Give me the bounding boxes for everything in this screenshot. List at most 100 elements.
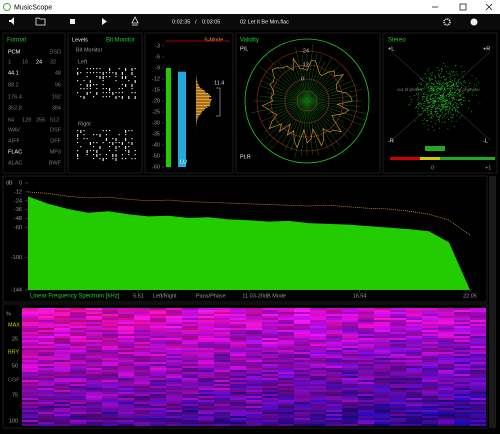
stereo-dot: [441, 87, 443, 89]
bit-monitor-tab[interactable]: Bit Monitor: [106, 38, 135, 44]
spectrogram-cell: [134, 334, 150, 336]
play-button[interactable]: [102, 18, 107, 25]
meter-mode[interactable]: S-Mode: [204, 37, 223, 43]
spectrogram-cell: [150, 330, 166, 332]
spectrogram-cell: [310, 352, 326, 354]
maximize-button[interactable]: [459, 3, 467, 11]
stereo-dot: [438, 80, 439, 82]
spectrogram-cell: [70, 314, 86, 316]
stereo-dot: [471, 94, 473, 96]
spectrogram-cell: [86, 350, 102, 352]
spectrogram-cell: [246, 400, 262, 402]
info-button[interactable]: [470, 18, 478, 26]
bit-dot: [131, 92, 133, 94]
spectrogram-cell: [166, 352, 182, 354]
spectrogram-cell: [406, 326, 422, 328]
stereo-dot: [456, 102, 458, 104]
spectrogram-cell: [230, 344, 246, 346]
spectrogram-cell: [118, 392, 134, 394]
stereo-dot: [428, 78, 430, 80]
stereo-dot: [439, 110, 441, 112]
spectrogram-cell: [358, 366, 374, 368]
settings-button[interactable]: [443, 18, 451, 26]
spectrogram-cell: [390, 380, 406, 382]
spectrogram-cell: [214, 402, 230, 404]
spectrogram-cell: [198, 376, 214, 378]
spectrogram-cell: [374, 382, 390, 384]
spectrogram-cell: [182, 398, 198, 400]
spectrogram-cell: [150, 386, 166, 388]
spectrogram-cell: [134, 380, 150, 382]
spectrogram-cell: [294, 424, 310, 426]
spectrogram-cell: [214, 416, 230, 418]
spectrogram-cell: [214, 422, 230, 424]
spectrogram-cell: [406, 416, 422, 418]
scrollbar[interactable]: [489, 176, 496, 428]
spectrogram-cell: [102, 372, 118, 374]
stereo-dot: [453, 103, 455, 105]
stereo-dot: [423, 93, 424, 95]
open-button[interactable]: [35, 17, 46, 26]
mode-button[interactable]: Pans/Phase: [196, 293, 226, 299]
spectrogram-cell: [214, 326, 230, 328]
spectrogram-cell: [310, 330, 326, 332]
stereo-dot: [448, 101, 450, 103]
spectrogram-cell: [326, 346, 342, 348]
close-button[interactable]: [485, 3, 493, 11]
stereo-dot: [436, 107, 438, 108]
spectrogram-cell: [182, 358, 198, 360]
spectrogram-cell: [374, 328, 390, 330]
stereo-dot: [457, 112, 459, 114]
spectrogram-cell: [326, 310, 342, 312]
stereo-dot: [428, 129, 429, 130]
spectrogram-cell: [422, 312, 438, 314]
stereo-dot: [432, 100, 434, 101]
stereo-dot: [434, 129, 435, 131]
stereo-dot: [426, 83, 428, 85]
spectrogram-cell: [134, 424, 150, 426]
bit-dot: [96, 68, 98, 70]
spectrogram-cell: [70, 416, 86, 418]
spectrogram-cell: [54, 358, 70, 360]
spectrogram-cell: [406, 322, 422, 324]
spectrogram-cell: [310, 364, 326, 366]
stereo-dot: [436, 94, 438, 96]
spectrogram-cell: [310, 424, 326, 426]
spectrogram-cell: [294, 346, 310, 348]
spectrogram-cell: [230, 342, 246, 344]
mode-button[interactable]: Left/Right: [153, 293, 177, 299]
spectrogram-cell: [166, 378, 182, 380]
spectrogram-cell: [198, 340, 214, 342]
spectrogram-cell: [278, 406, 294, 408]
stereo-dot: [421, 89, 423, 90]
volume-button[interactable]: [9, 17, 14, 25]
bit-dot: [121, 76, 123, 79]
stereo-dot: [452, 92, 453, 94]
stereo-dot: [437, 100, 439, 102]
stereo-dot: [438, 105, 440, 107]
spectrogram-cell: [422, 416, 438, 418]
loudness-range: [216, 87, 221, 117]
stereo-dot: [449, 98, 450, 100]
spectrogram-cell: [214, 384, 230, 386]
spectrogram-cell: [22, 402, 38, 404]
stereo-dot: [430, 116, 432, 118]
loudness-histogram: [196, 90, 205, 92]
spectrogram-cell: [54, 360, 70, 362]
spectrogram-cell: [118, 340, 134, 342]
spectrogram-cell: [150, 348, 166, 350]
spectrogram-cell: [166, 406, 182, 408]
spectrogram-cell: [374, 416, 390, 418]
spectrogram-cell: [54, 354, 70, 356]
spectrogram-cell: [86, 416, 102, 418]
spectrogram-cell: [470, 350, 486, 352]
eject-button[interactable]: [131, 16, 139, 26]
spectrogram-cell: [326, 392, 342, 394]
stereo-dot: [432, 87, 434, 89]
spectrogram-cell: [22, 322, 38, 324]
mode-button[interactable]: -20dB Mode: [256, 293, 286, 299]
spectrogram-cell: [326, 352, 342, 354]
stop-button[interactable]: [70, 19, 75, 24]
spectrogram-cell: [406, 316, 422, 318]
time-separator: /: [195, 19, 197, 25]
